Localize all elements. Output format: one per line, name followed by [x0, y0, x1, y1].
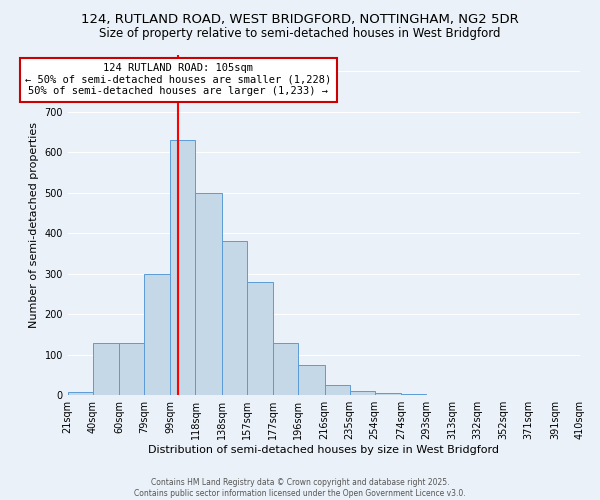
Bar: [170, 140, 196, 395]
X-axis label: Distribution of semi-detached houses by size in West Bridgford: Distribution of semi-detached houses by …: [148, 445, 499, 455]
Bar: [247, 282, 273, 395]
Bar: [68, 392, 93, 395]
Text: 124, RUTLAND ROAD, WEST BRIDGFORD, NOTTINGHAM, NG2 5DR: 124, RUTLAND ROAD, WEST BRIDGFORD, NOTTI…: [81, 12, 519, 26]
Bar: [196, 192, 222, 395]
Bar: [401, 394, 426, 395]
Bar: [93, 342, 119, 395]
Bar: [374, 393, 401, 395]
Bar: [222, 242, 247, 395]
Bar: [273, 342, 298, 395]
Text: 124 RUTLAND ROAD: 105sqm
← 50% of semi-detached houses are smaller (1,228)
50% o: 124 RUTLAND ROAD: 105sqm ← 50% of semi-d…: [25, 63, 331, 96]
Bar: [119, 342, 144, 395]
Bar: [298, 365, 325, 395]
Bar: [144, 274, 170, 395]
Text: Size of property relative to semi-detached houses in West Bridgford: Size of property relative to semi-detach…: [99, 28, 501, 40]
Bar: [350, 391, 374, 395]
Bar: [325, 385, 350, 395]
Text: Contains HM Land Registry data © Crown copyright and database right 2025.
Contai: Contains HM Land Registry data © Crown c…: [134, 478, 466, 498]
Y-axis label: Number of semi-detached properties: Number of semi-detached properties: [29, 122, 39, 328]
